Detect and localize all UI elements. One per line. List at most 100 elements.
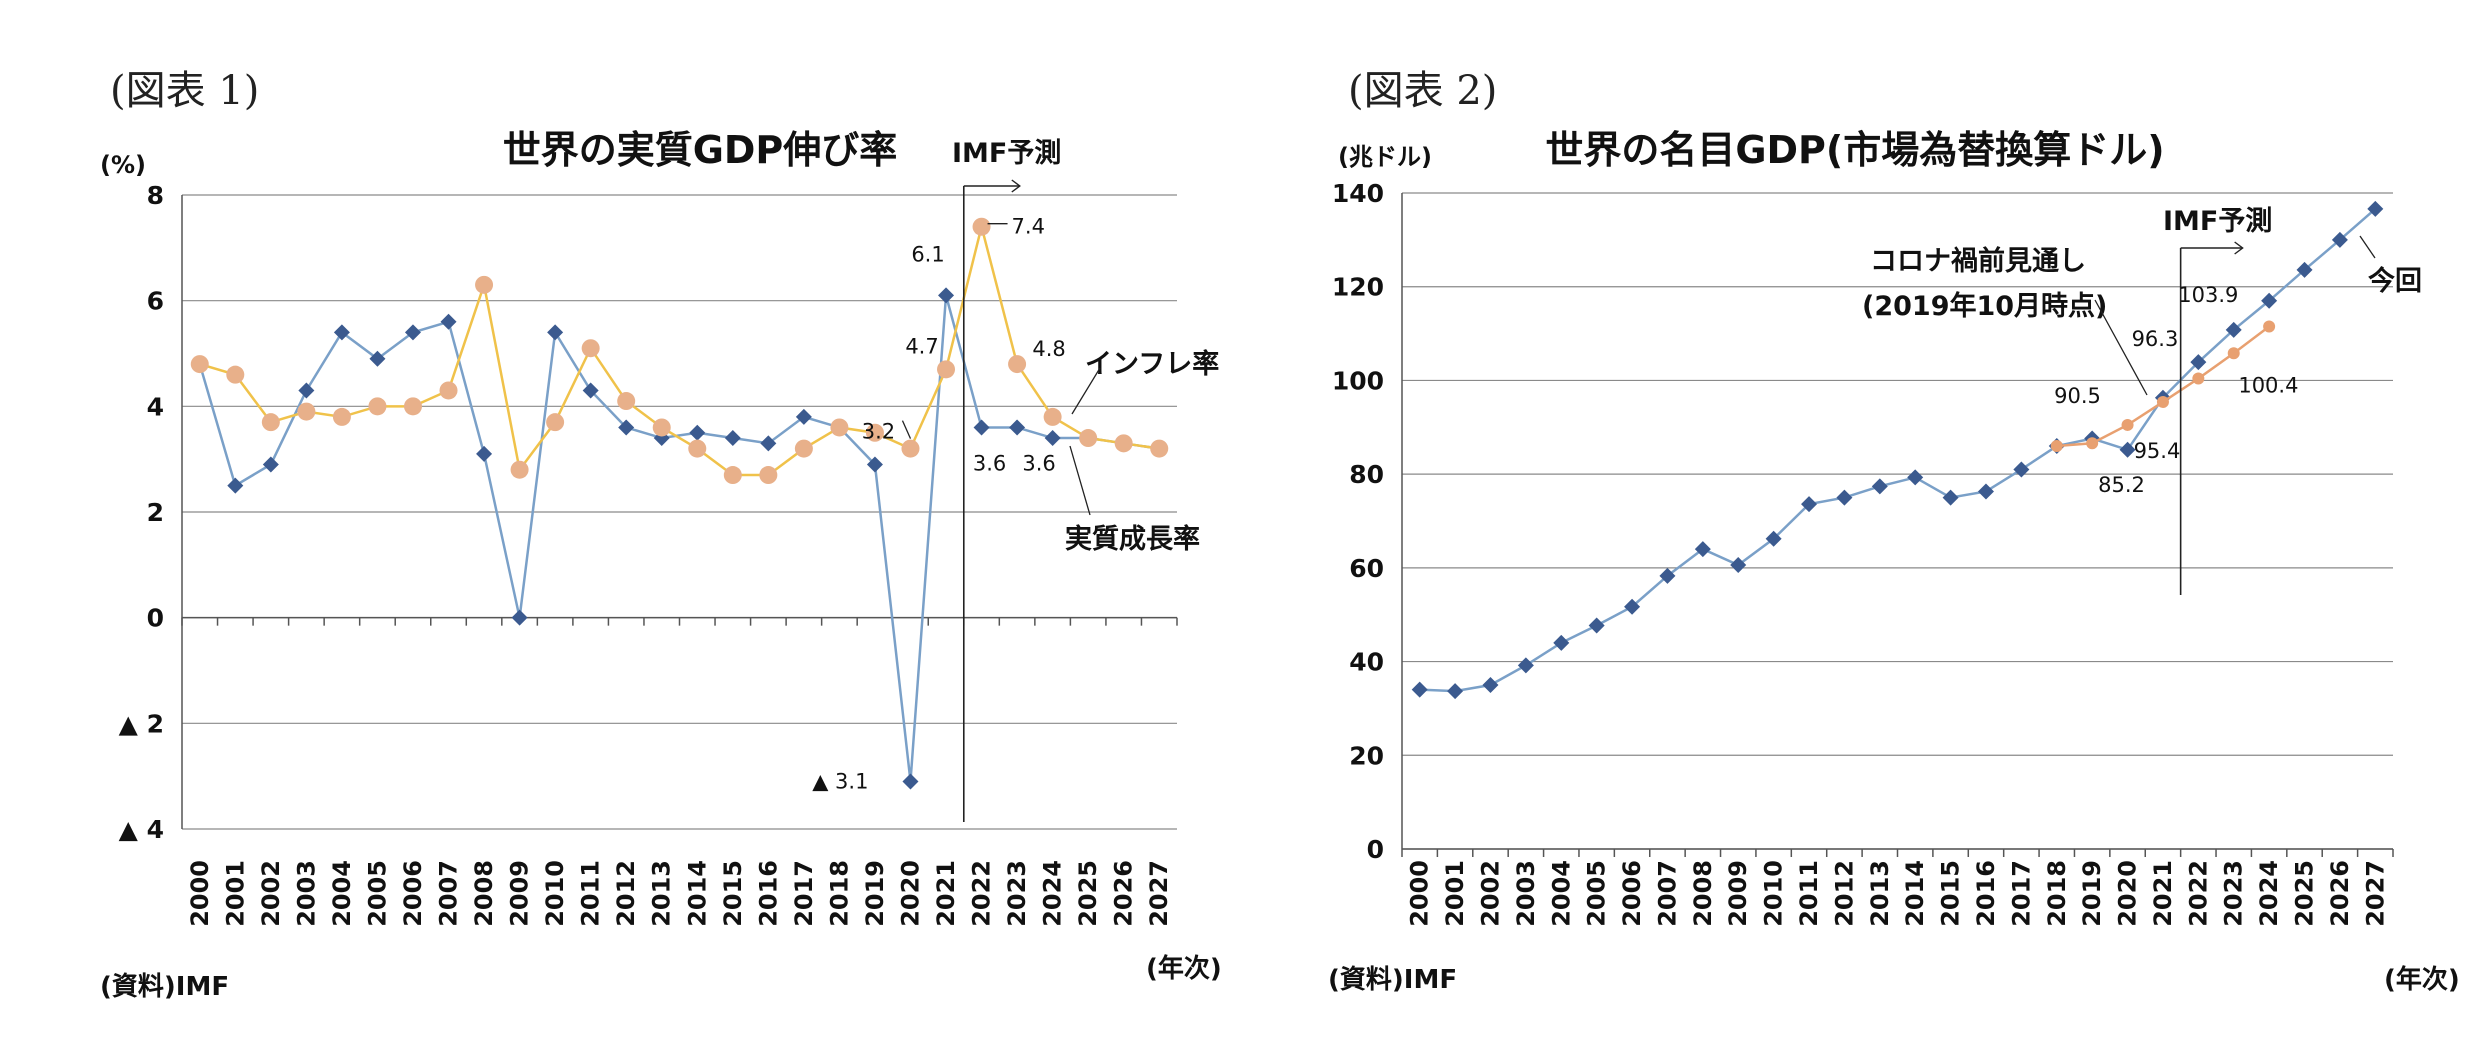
c1-data-label-5: 3.6	[973, 451, 1006, 475]
c2-x-tick-label: 2027	[2361, 860, 2389, 927]
chart1-y-ticks: 8 6 4 2 0 ▲ 2 ▲ 4	[119, 181, 164, 844]
c2-x-tick-label: 2001	[1441, 860, 1469, 927]
c2-series-0-point-2009	[1730, 557, 1747, 574]
c1-series-1-point-2021	[937, 360, 956, 379]
chart1-x-unit: (年次)	[1146, 953, 1222, 984]
chart1-callouts	[901, 179, 1101, 822]
c1-series-1-point-2013	[652, 418, 671, 437]
c1-series-0-point-2009	[511, 609, 528, 626]
c2-x-tick-label: 2015	[1937, 860, 1965, 927]
c1-x-tick-label: 2004	[328, 860, 356, 927]
c2-x-tick-label: 2016	[1972, 860, 2000, 927]
c2-series-0-point-2001	[1447, 683, 1464, 700]
c1-series-1-line	[199, 226, 1160, 477]
c1-series-0-point-2006	[404, 324, 421, 341]
c2-x-tick-label: 2026	[2326, 860, 2354, 927]
c1-series-0-point-2023	[1009, 419, 1026, 436]
c1-series-1-point-2027	[1150, 439, 1169, 458]
c1-series-0-point-2024	[1044, 430, 1061, 447]
c2-x-tick-label: 2025	[2291, 860, 2319, 927]
c2-series-0-point-2027	[2367, 200, 2384, 217]
c2-x-tick-label: 2020	[2114, 860, 2142, 927]
c2-series-1-point-2024	[2263, 320, 2276, 333]
c1-series-1-point-2003	[297, 402, 316, 421]
c2-y-tick-label: 40	[1349, 648, 1384, 677]
c2-x-tick-label: 2000	[1406, 860, 1434, 927]
c1-x-tick-label: 2024	[1039, 860, 1067, 927]
c1-series-0-point-2022	[973, 419, 990, 436]
c1-y-tick-label: 6	[147, 287, 164, 316]
c2-x-tick-label: 2013	[1866, 860, 1894, 927]
c1-series-1-point-2025	[1079, 429, 1098, 448]
c1-x-tick-label: 2011	[577, 860, 605, 927]
c2-data-label-2: 103.9	[2178, 283, 2238, 307]
c2-x-tick-label: 2012	[1830, 860, 1858, 927]
c1-x-tick-label: 2014	[683, 860, 711, 927]
c2-series-1-point-2019	[2086, 437, 2099, 450]
c2-current-leader	[2359, 235, 2376, 259]
c2-series-0-point-2014	[1907, 469, 1924, 486]
c1-data-label-3: 3.2	[862, 420, 895, 444]
c2-precovid-leader	[2094, 299, 2148, 396]
c2-forecast-arrowhead	[2234, 241, 2244, 255]
c1-inflation-leader	[1071, 367, 1101, 415]
c2-series-1-point-2021	[2156, 395, 2169, 408]
c1-x-tick-label: 2005	[363, 860, 391, 927]
c1-series-0-point-2019	[866, 456, 883, 473]
c1-series-0-point-2017	[795, 408, 812, 425]
c2-series-0-point-2025	[2296, 261, 2313, 278]
c2-y-tick-label: 20	[1349, 741, 1384, 770]
c1-y-tick-label: 0	[147, 604, 164, 633]
c1-series-0-line	[198, 295, 1160, 782]
chart1-series	[190, 217, 1169, 790]
chart2-legend-precovid-line1: コロナ禍前見通し	[1870, 245, 2086, 277]
c1-series-0-point-2008	[476, 445, 493, 462]
c2-series-0-point-2022	[2190, 354, 2207, 371]
chart1-source: (資料)IMF	[100, 972, 229, 1002]
chart2-annotations: 90.5 96.3 103.9 100.4 85.2 95.4	[2054, 283, 2298, 497]
chart2-title: 世界の名目GDP(市場為替換算ドル)	[1545, 128, 2164, 172]
c1-x-tick-label: 2001	[221, 860, 249, 927]
c1-series-1-point-2024	[1043, 407, 1062, 426]
c1-x-tick-label: 2009	[506, 860, 534, 927]
c2-x-tick-label: 2006	[1618, 860, 1646, 927]
c1-series-1-point-2011	[581, 339, 600, 358]
c1-series-0-point-2020	[902, 773, 919, 790]
chart1-legend-growth: 実質成長率	[1065, 523, 1200, 555]
c1-data-label-1: 7.4	[1012, 215, 1045, 239]
c1-series-1-point-2010	[546, 413, 565, 432]
c2-x-tick-label: 2010	[1760, 860, 1788, 927]
chart2-series	[1411, 200, 2384, 700]
c1-x-tick-label: 2006	[399, 860, 427, 927]
chart2-y-ticks: 140 120 100 80 60 40 20 0	[1332, 179, 1384, 864]
c1-y-tick-label: 2	[147, 498, 164, 527]
c1-series-1-point-2002	[261, 413, 280, 432]
c1-series-1-point-2026	[1114, 434, 1133, 453]
c1-series-1-point-2020	[901, 439, 920, 458]
c1-series-1-point-2023	[1008, 355, 1027, 374]
c1-series-0-point-2014	[689, 424, 706, 441]
c1-data-label-6: 3.6	[1022, 451, 1055, 475]
c1-series-0-point-2007	[440, 313, 457, 330]
c1-series-1-point-2005	[368, 397, 387, 416]
chart1-x-ticks: 2000 2001 2002 2003 2004 2005 2006 2007 2008 2009…	[181, 617, 1178, 927]
c1-series-0-point-2002	[262, 456, 279, 473]
c1-x-tick-label: 2003	[292, 860, 320, 927]
c2-x-tick-label: 2007	[1653, 860, 1681, 927]
c2-series-0-point-2017	[2013, 461, 2030, 478]
c2-series-1-point-2018	[2050, 440, 2063, 453]
c1-series-1-point-2015	[723, 466, 742, 485]
c2-series-0-point-2010	[1765, 530, 1782, 547]
c1-x-tick-label: 2016	[754, 860, 782, 927]
c2-series-0-point-2011	[1801, 496, 1818, 513]
c2-x-tick-label: 2021	[2149, 860, 2177, 927]
c2-series-0-point-2002	[1482, 677, 1499, 693]
c2-y-tick-label: 80	[1349, 460, 1384, 489]
c1-series-1-point-2022	[972, 217, 991, 236]
c2-x-tick-label: 2003	[1512, 860, 1540, 927]
c1-series-1-point-2007	[439, 381, 458, 400]
c2-x-tick-label: 2004	[1547, 860, 1575, 927]
c1-series-0-point-2012	[618, 419, 635, 436]
c2-series-0-point-2006	[1624, 598, 1641, 615]
c1-x-tick-label: 2020	[896, 860, 924, 927]
